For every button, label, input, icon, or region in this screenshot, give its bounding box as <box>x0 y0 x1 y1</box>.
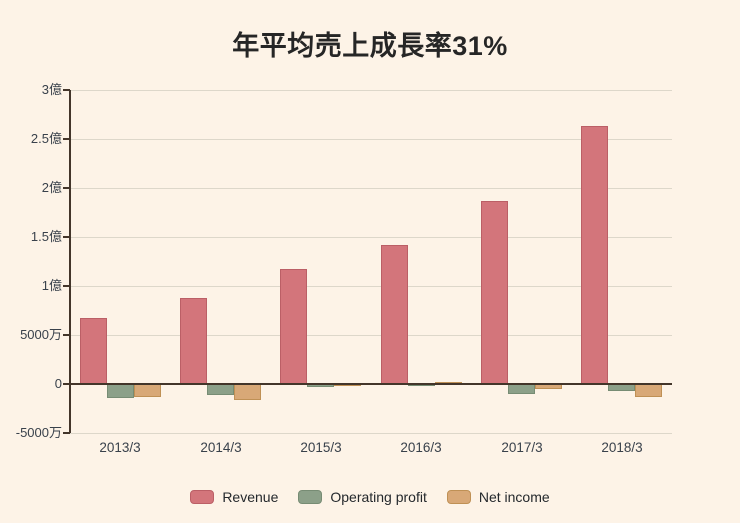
chart-title: 年平均売上成長率31% <box>232 31 508 61</box>
y-axis-tick <box>63 432 70 434</box>
legend-swatch-revenue <box>190 490 215 504</box>
y-axis-tick <box>63 383 70 385</box>
bar-operating-profit-2017-3[interactable] <box>508 384 535 394</box>
y-tick-label: 1.5億 <box>30 229 62 244</box>
y-tick-label: 2.5億 <box>30 131 62 146</box>
bar-net-income-2014-3[interactable] <box>234 384 261 400</box>
y-tick-label: 3億 <box>41 82 62 97</box>
zero-line <box>70 383 672 385</box>
x-tick-label: 2014/3 <box>200 440 242 455</box>
gridline <box>70 335 672 336</box>
y-tick-label: 2億 <box>41 180 62 195</box>
x-tick-label: 2018/3 <box>601 440 643 455</box>
legend: Revenue Operating profit Net income <box>0 489 740 505</box>
gridline <box>70 286 672 287</box>
legend-item-revenue[interactable]: Revenue <box>190 489 278 505</box>
bar-revenue-2014-3[interactable] <box>180 298 207 384</box>
y-axis-tick <box>63 334 70 336</box>
legend-label: Revenue <box>222 489 279 505</box>
bar-operating-profit-2018-3[interactable] <box>608 384 635 391</box>
legend-swatch-operating-profit <box>298 490 323 504</box>
gridline <box>70 139 672 140</box>
y-tick-label: 5000万 <box>20 327 62 342</box>
bar-revenue-2018-3[interactable] <box>581 126 608 384</box>
bar-operating-profit-2014-3[interactable] <box>207 384 234 395</box>
bar-revenue-2017-3[interactable] <box>481 201 508 384</box>
legend-label: Net income <box>478 489 550 505</box>
bar-revenue-2015-3[interactable] <box>280 269 307 384</box>
bar-revenue-2013-3[interactable] <box>80 318 107 384</box>
y-tick-label: -5000万 <box>15 425 62 440</box>
bar-revenue-2016-3[interactable] <box>381 245 408 384</box>
bar-net-income-2018-3[interactable] <box>635 384 662 397</box>
y-tick-label: 0 <box>54 376 62 391</box>
y-axis-tick <box>63 89 70 91</box>
y-axis-tick <box>63 138 70 140</box>
y-axis-line <box>69 90 71 433</box>
gridline <box>70 433 672 434</box>
y-tick-label: 1億 <box>41 278 62 293</box>
y-axis-tick <box>63 285 70 287</box>
x-tick-label: 2016/3 <box>400 440 442 455</box>
y-axis-tick <box>63 236 70 238</box>
gridline <box>70 188 672 189</box>
gridline <box>70 237 672 238</box>
legend-swatch-net-income <box>446 490 471 504</box>
bar-net-income-2013-3[interactable] <box>134 384 161 397</box>
legend-item-operating-profit[interactable]: Operating profit <box>298 489 427 505</box>
y-axis-tick <box>63 187 70 189</box>
legend-label: Operating profit <box>330 489 427 505</box>
x-tick-label: 2017/3 <box>501 440 543 455</box>
gridline <box>70 90 672 91</box>
x-tick-label: 2015/3 <box>300 440 342 455</box>
x-tick-label: 2013/3 <box>99 440 141 455</box>
legend-item-net-income[interactable]: Net income <box>446 489 550 505</box>
bar-operating-profit-2013-3[interactable] <box>107 384 134 398</box>
